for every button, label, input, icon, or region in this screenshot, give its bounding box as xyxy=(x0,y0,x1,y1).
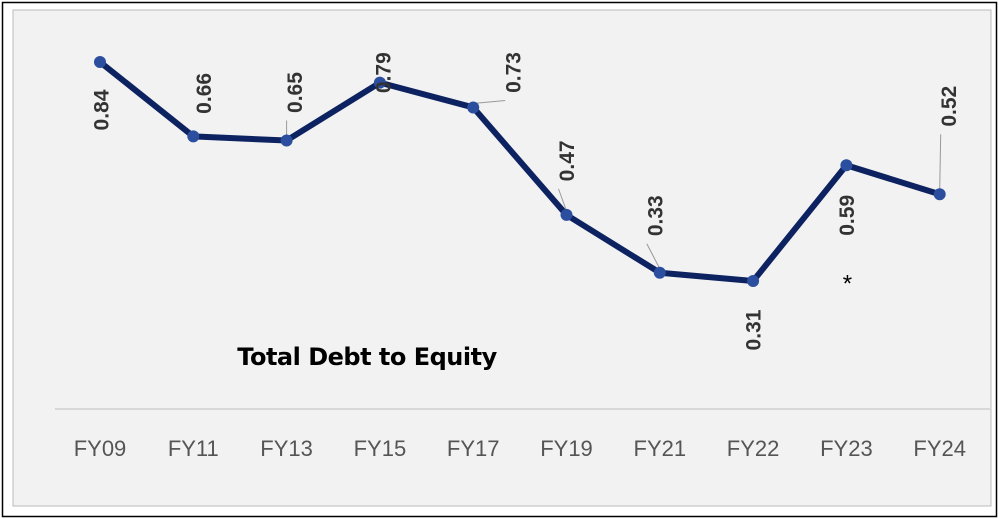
chart-title: Total Debt to Equity xyxy=(237,343,497,371)
marker xyxy=(280,134,293,147)
value-label: 0.73 xyxy=(503,52,526,93)
x-tick-label: FY23 xyxy=(820,436,873,461)
x-tick-label: FY17 xyxy=(447,436,500,461)
marker xyxy=(94,56,106,68)
value-label: 0.47 xyxy=(556,140,579,181)
x-tick-label: FY09 xyxy=(74,436,127,461)
leader-line xyxy=(558,188,567,212)
value-label: 0.33 xyxy=(644,195,667,236)
value-label: 0.66 xyxy=(193,73,216,114)
plot-background xyxy=(12,9,992,507)
series-line xyxy=(98,59,941,284)
marker xyxy=(560,208,573,221)
leader-line xyxy=(939,134,942,191)
leader-line xyxy=(646,243,661,269)
leader-line xyxy=(473,99,506,104)
value-label: 0.84 xyxy=(91,89,114,130)
x-tick-label: FY22 xyxy=(727,436,780,461)
value-label: 0.65 xyxy=(284,72,307,113)
marker xyxy=(653,266,666,279)
x-tick-label: FY15 xyxy=(354,436,407,461)
marker xyxy=(187,130,200,143)
marker xyxy=(933,188,946,201)
marker xyxy=(840,159,853,172)
marker xyxy=(747,275,760,287)
annotation: * xyxy=(843,270,852,297)
value-label: 0.59 xyxy=(836,195,859,236)
x-tick-label: FY11 xyxy=(168,436,219,461)
x-tick-label: FY21 xyxy=(634,436,687,461)
marker xyxy=(373,76,386,89)
x-tick-label: FY24 xyxy=(913,436,966,461)
value-label: 0.52 xyxy=(938,86,961,127)
marker xyxy=(467,101,480,114)
value-label: 0.31 xyxy=(743,309,766,350)
x-tick-label: FY19 xyxy=(540,436,593,461)
x-tick-label: FY13 xyxy=(260,436,313,461)
value-label: 0.79 xyxy=(372,52,395,93)
